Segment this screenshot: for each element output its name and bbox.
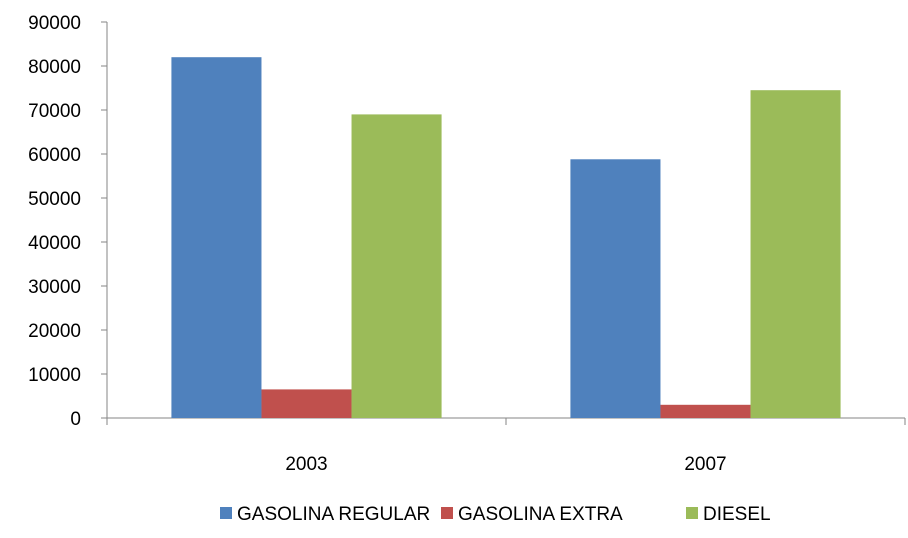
y-axis: 0 10000 20000 30000 40000 50000 60000 70000 8000… [28,13,108,430]
y-tick-label: 40000 [28,233,81,254]
y-tick-label: 20000 [28,321,81,342]
y-tick-label: 80000 [28,57,81,78]
y-tick-label: 70000 [28,101,81,122]
legend-label: GASOLINA EXTRA [458,504,623,525]
x-axis: 2003 2007 [106,417,906,475]
y-tick-label: 0 [70,409,81,430]
x-tick-label: 2007 [684,454,726,475]
y-tick-label: 90000 [28,13,81,34]
bar-diesel-2007 [750,90,841,418]
legend-swatch [686,507,698,519]
bar-diesel-2003 [351,114,442,419]
bar-gasolina-regular-2003 [171,57,262,418]
bar-gasolina-regular-2007 [570,159,661,418]
bars [171,57,841,419]
legend-swatch [220,507,232,519]
legend: GASOLINA REGULAR GASOLINA EXTRA DIESEL [220,504,771,525]
legend-label: GASOLINA REGULAR [237,504,430,525]
legend-swatch [441,507,453,519]
y-tick-label: 10000 [28,365,81,386]
bar-gasolina-extra-2003 [261,389,352,418]
bar-gasolina-extra-2007 [660,404,751,418]
x-tick-label: 2003 [285,454,327,475]
legend-label: DIESEL [703,504,771,525]
y-tick-label: 30000 [28,277,81,298]
y-tick-label: 60000 [28,145,81,166]
y-tick-label: 50000 [28,189,81,210]
